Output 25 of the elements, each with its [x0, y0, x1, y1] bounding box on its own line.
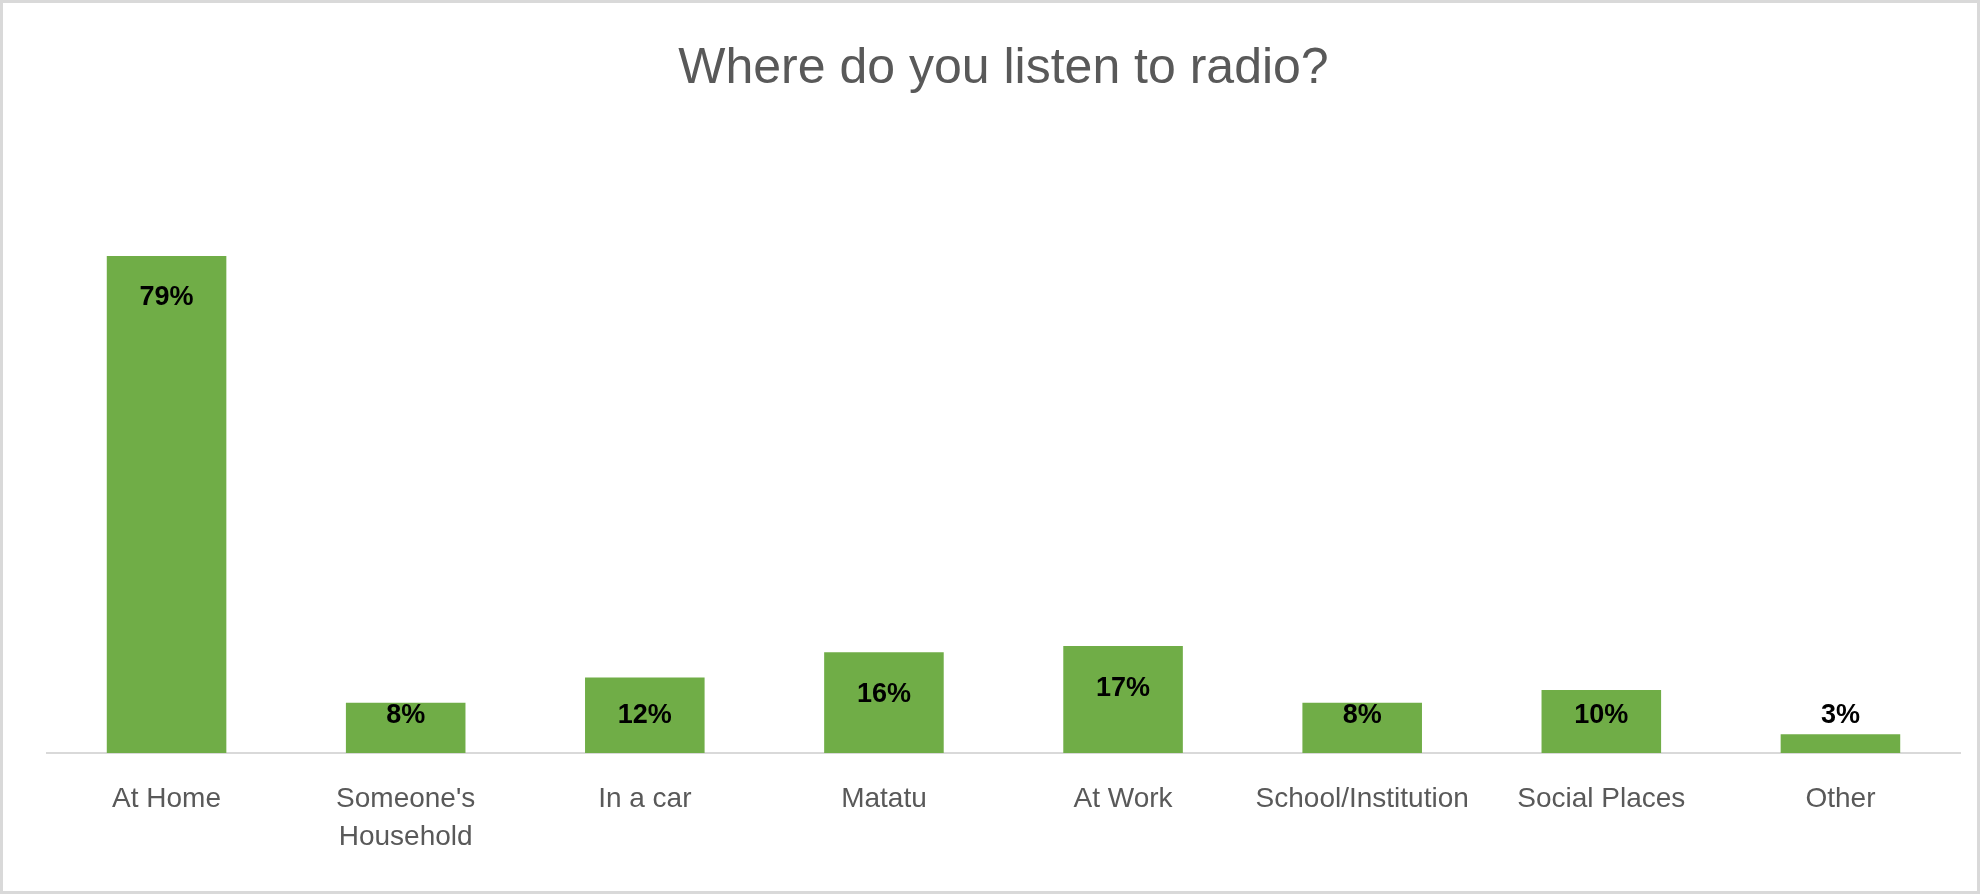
data-label: 8%: [1342, 699, 1382, 730]
bar: [1780, 734, 1901, 753]
data-label: 12%: [617, 699, 672, 730]
chart-title: Where do you listen to radio?: [678, 37, 1329, 94]
x-tick-label: Other: [1805, 781, 1876, 813]
data-label: 17%: [1096, 671, 1151, 702]
bar: [1302, 702, 1422, 753]
bar: [345, 702, 466, 753]
bar: [585, 677, 705, 753]
x-tick-label: In a car: [598, 781, 692, 813]
x-tick-label: At Work: [1073, 781, 1174, 813]
data-label: 3%: [1820, 699, 1860, 730]
x-tick-label: At Home: [112, 781, 222, 813]
data-label: 10%: [1574, 699, 1629, 730]
x-tick-label: Social Places: [1517, 781, 1686, 813]
bar: [824, 652, 944, 753]
bar: [1063, 646, 1183, 753]
data-label: 16%: [856, 677, 911, 708]
bar: [1541, 690, 1662, 753]
data-label: 8%: [386, 699, 426, 730]
x-tick-label: School/Institution: [1255, 781, 1469, 813]
x-tick-label: Matatu: [841, 781, 927, 813]
x-tick-label: Someone's Household: [336, 781, 476, 851]
bar: [106, 256, 227, 753]
data-label: 79%: [139, 281, 194, 312]
